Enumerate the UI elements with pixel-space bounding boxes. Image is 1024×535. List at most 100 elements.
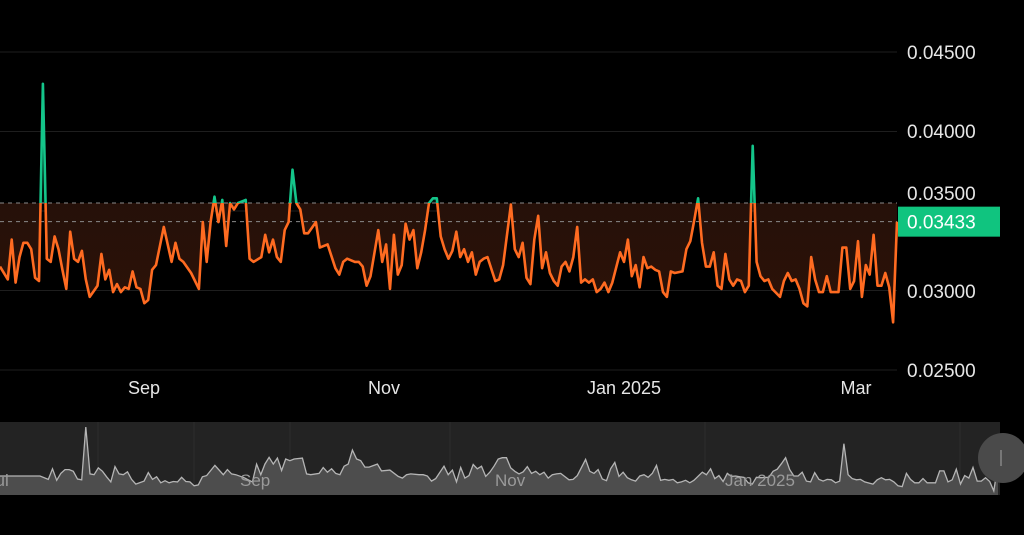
data-point	[681, 270, 684, 273]
data-point	[576, 225, 579, 228]
data-point	[630, 275, 633, 278]
data-point	[268, 251, 271, 254]
data-point	[96, 284, 99, 287]
data-point	[225, 244, 228, 247]
x-tick-label: Nov	[368, 378, 400, 398]
data-point	[338, 273, 341, 276]
data-point	[61, 268, 64, 271]
data-point	[264, 233, 267, 236]
data-point	[34, 276, 37, 279]
x-tick-label: Mar	[841, 378, 872, 398]
data-point	[685, 248, 688, 251]
data-point	[841, 246, 844, 249]
data-point	[291, 168, 294, 171]
data-point	[424, 229, 427, 232]
data-point	[307, 232, 310, 235]
data-point	[463, 248, 466, 251]
data-point	[740, 279, 743, 282]
data-point	[634, 264, 637, 267]
data-point	[41, 82, 44, 85]
data-point	[591, 278, 594, 281]
navigator-tick-label: Jul	[0, 471, 9, 490]
data-point	[556, 284, 559, 287]
data-point	[217, 221, 220, 224]
data-point	[108, 268, 111, 271]
data-point	[392, 233, 395, 236]
data-point	[369, 275, 372, 278]
data-point	[689, 240, 692, 243]
data-point	[509, 203, 512, 206]
data-point	[77, 260, 80, 263]
data-point	[837, 291, 840, 294]
data-point	[888, 286, 891, 289]
data-point	[642, 256, 645, 259]
data-point	[728, 278, 731, 281]
navigator-tick-label: Sep	[240, 471, 270, 490]
data-point	[396, 273, 399, 276]
data-point	[876, 284, 879, 287]
data-point	[49, 260, 52, 263]
data-point	[693, 219, 696, 222]
data-point	[147, 299, 150, 302]
data-point	[782, 279, 785, 282]
y-tick-label: 0.03500	[907, 184, 976, 205]
data-point	[525, 276, 528, 279]
data-point	[521, 241, 524, 244]
data-point	[443, 248, 446, 251]
series-line-below-baseline	[0, 203, 899, 324]
data-point	[884, 272, 887, 275]
data-point	[353, 260, 356, 263]
y-tick-label: 0.04500	[907, 43, 976, 64]
data-point	[767, 278, 770, 281]
data-point	[564, 260, 567, 263]
current-value-badge: 0.03433	[898, 206, 1000, 237]
data-point	[892, 321, 895, 324]
data-point	[26, 241, 29, 244]
data-point	[123, 286, 126, 289]
data-point	[84, 278, 87, 281]
data-point	[104, 278, 107, 281]
data-point	[155, 264, 158, 267]
x-tick-label: Sep	[128, 378, 160, 398]
data-point	[10, 238, 13, 241]
data-point	[502, 264, 505, 267]
data-point	[435, 197, 438, 200]
data-point	[790, 279, 793, 282]
data-point	[408, 238, 411, 241]
data-point	[451, 249, 454, 252]
data-point	[626, 238, 629, 241]
data-point	[712, 251, 715, 254]
data-point	[420, 251, 423, 254]
data-point	[6, 278, 9, 281]
data-point	[486, 256, 489, 259]
data-point	[849, 287, 852, 290]
data-point	[513, 248, 516, 251]
data-point	[779, 295, 782, 298]
data-point	[474, 273, 477, 276]
data-point	[845, 246, 848, 249]
data-point	[798, 287, 801, 290]
data-point	[334, 267, 337, 270]
data-point	[439, 235, 442, 238]
data-point	[127, 287, 130, 290]
data-point	[786, 272, 789, 275]
navigator-tick-label: Nov	[495, 471, 526, 490]
data-point	[45, 257, 48, 260]
current-value-label: 0.03433	[907, 213, 976, 234]
data-point	[541, 267, 544, 270]
data-point	[260, 256, 263, 259]
navigator[interactable]: Jul Sep Nov Jan 2025	[0, 422, 1024, 495]
data-point	[428, 202, 431, 205]
data-point	[560, 265, 563, 268]
data-point	[743, 291, 746, 294]
data-point	[545, 251, 548, 254]
data-point	[116, 283, 119, 286]
data-point	[30, 248, 33, 251]
data-point	[829, 291, 832, 294]
data-point	[69, 230, 72, 233]
data-point	[88, 295, 91, 298]
data-point	[287, 221, 290, 224]
data-point	[880, 284, 883, 287]
data-point	[825, 275, 828, 278]
